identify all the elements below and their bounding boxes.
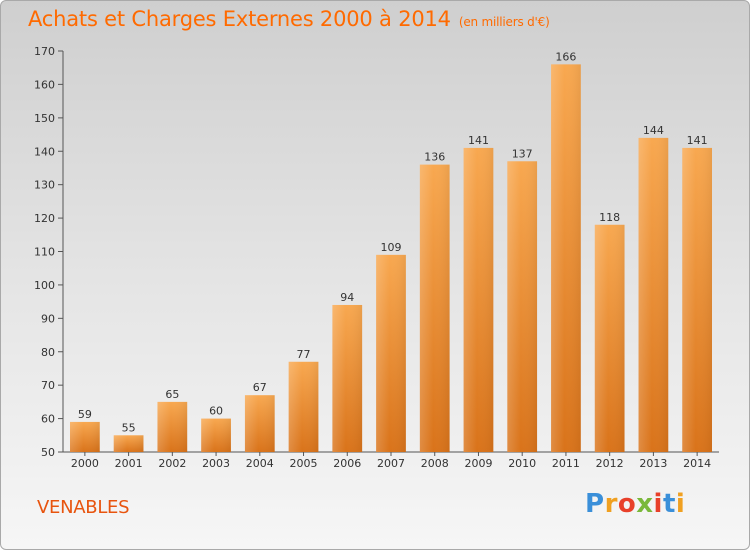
- data-label: 109: [381, 241, 402, 254]
- chart-title: Achats et Charges Externes 2000 à 2014 (e…: [28, 7, 550, 31]
- chart-unit-note: (en milliers d'€): [458, 15, 550, 29]
- y-tick-label: 130: [34, 179, 55, 192]
- logo-letter: i: [675, 489, 686, 519]
- x-tick-label: 2001: [115, 457, 143, 470]
- x-tick-label: 2006: [333, 457, 361, 470]
- chart-title-text: Achats et Charges Externes 2000 à 2014: [28, 7, 451, 31]
- data-label: 144: [643, 124, 664, 137]
- y-tick-label: 140: [34, 145, 55, 158]
- y-tick-label: 80: [41, 346, 55, 359]
- y-tick-label: 150: [34, 112, 55, 125]
- x-tick-label: 2005: [290, 457, 318, 470]
- bar-shine: [332, 304, 363, 452]
- x-tick-label: 2010: [508, 457, 536, 470]
- y-tick-label: 60: [41, 413, 55, 426]
- x-tick-label: 2002: [158, 457, 186, 470]
- bar-shine: [157, 401, 188, 452]
- x-tick-label: 2013: [639, 457, 667, 470]
- bar-shine: [551, 64, 581, 452]
- y-tick-label: 110: [34, 246, 55, 259]
- x-tick-label: 2009: [464, 457, 492, 470]
- x-tick-label: 2004: [246, 457, 274, 470]
- x-tick-label: 2012: [596, 457, 624, 470]
- data-label: 55: [122, 421, 136, 434]
- x-tick-label: 2003: [202, 457, 230, 470]
- x-tick-label: 2007: [377, 457, 405, 470]
- data-label: 136: [424, 151, 445, 164]
- labels: 50 60 70 80 90 100 110 120 130 140 150 160 170 2000 59…: [34, 45, 711, 470]
- x-tick-label: 2008: [421, 457, 449, 470]
- bar-shine: [507, 161, 538, 452]
- y-tick-label: 100: [34, 279, 55, 292]
- bar-shine: [594, 224, 625, 452]
- data-label: 65: [165, 388, 179, 401]
- x-tick-label: 2014: [683, 457, 711, 470]
- y-tick-label: 120: [34, 212, 55, 225]
- data-label: 60: [209, 405, 223, 418]
- logo-letter: r: [604, 489, 618, 519]
- logo-letter: P: [585, 489, 605, 519]
- bar-shine: [113, 435, 144, 452]
- logo-letter: o: [617, 489, 637, 519]
- data-label: 166: [555, 50, 576, 63]
- y-tick-label: 170: [34, 45, 55, 58]
- logo-letter: t: [662, 489, 676, 519]
- bar-shine: [419, 164, 450, 452]
- y-tick-label: 70: [41, 379, 55, 392]
- y-tick-label: 50: [41, 446, 55, 459]
- data-label: 94: [340, 291, 354, 304]
- bar-shine: [244, 395, 275, 452]
- data-label: 77: [297, 348, 311, 361]
- x-tick-label: 2011: [552, 457, 580, 470]
- commune-name: VENABLES: [37, 497, 130, 518]
- bars: [69, 64, 713, 453]
- data-label: 118: [599, 211, 620, 224]
- bar-shine: [638, 137, 669, 452]
- bar-shine: [376, 254, 406, 452]
- logo-letter: x: [636, 489, 654, 519]
- logo-letter: i: [653, 489, 663, 519]
- bar-shine: [201, 418, 231, 452]
- data-label: 141: [687, 134, 708, 147]
- bar-shine: [288, 361, 319, 452]
- bar-shine: [682, 147, 713, 453]
- data-label: 67: [253, 381, 267, 394]
- y-tick-label: 160: [34, 78, 55, 91]
- x-tick-label: 2000: [71, 457, 99, 470]
- data-label: 141: [468, 134, 489, 147]
- bar-shine: [69, 421, 100, 452]
- y-tick-label: 90: [41, 312, 55, 325]
- data-label: 59: [78, 408, 92, 421]
- bar-shine: [463, 147, 494, 453]
- proxiti-logo: Proxiti: [585, 489, 685, 519]
- data-label: 137: [512, 147, 533, 160]
